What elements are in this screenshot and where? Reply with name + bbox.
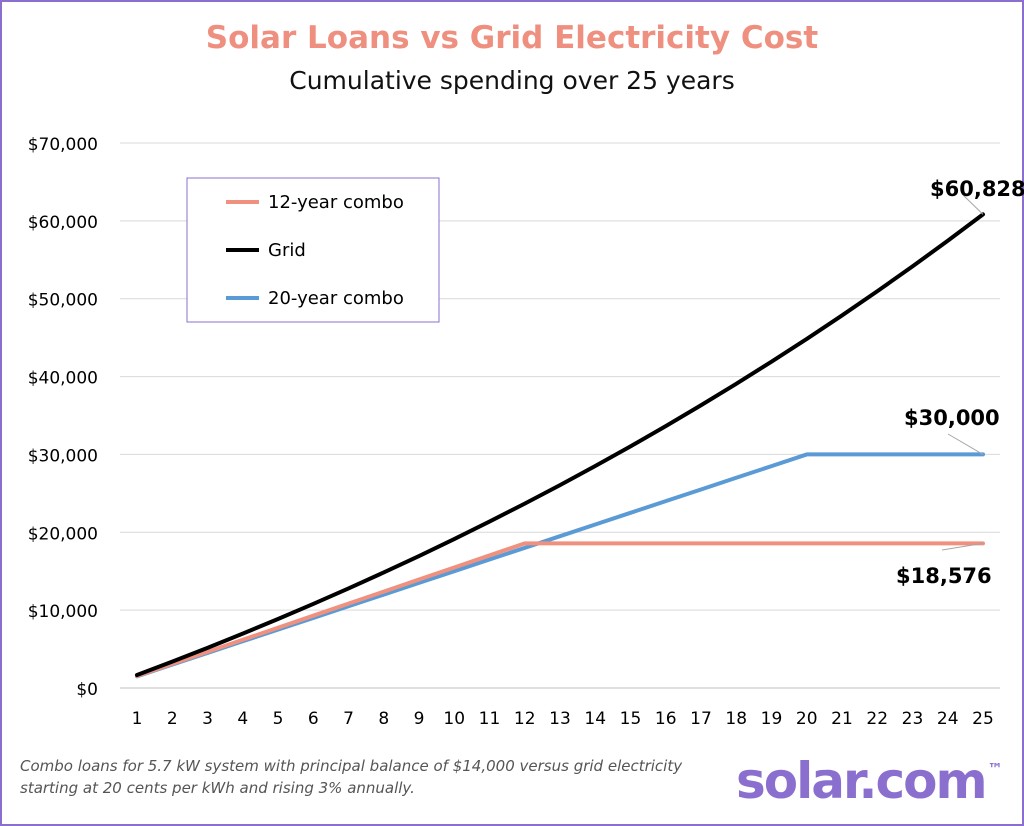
x-tick-label: 7 (343, 709, 354, 729)
annotation-leader (961, 193, 984, 215)
x-tick-label: 10 (443, 709, 465, 729)
annotation-label: $30,000 (904, 406, 1000, 430)
annotation-label: $60,828 (930, 177, 1024, 201)
y-tick-label: $70,000 (28, 135, 98, 155)
x-tick-label: 5 (273, 709, 284, 729)
x-tick-label: 2 (167, 709, 178, 729)
annotation-leader (947, 433, 984, 455)
footnote-line-2: starting at 20 cents per kWh and rising … (20, 779, 415, 797)
logo-text: solar.com (736, 752, 988, 810)
legend-label: 20-year combo (268, 288, 404, 309)
x-tick-label: 11 (479, 709, 501, 729)
series-line-20-year-combo (135, 452, 985, 679)
legend: 12-year combo Grid 20-year combo (186, 177, 440, 323)
chart-title: Solar Loans vs Grid Electricity Cost (205, 20, 819, 56)
footnote: Combo loans for 5.7 kW system with princ… (20, 755, 740, 799)
y-tick-label: $50,000 (28, 291, 98, 311)
x-tick-label: 16 (655, 709, 677, 729)
chart-subtitle: Cumulative spending over 25 years (289, 66, 735, 95)
y-tick-label: $60,000 (28, 213, 98, 233)
legend-label: 12-year combo (268, 192, 404, 213)
annotations: $60,828 $30,000 $18,576 (896, 177, 1024, 588)
x-tick-label: 19 (761, 709, 783, 729)
y-axis-ticks: $0 $10,000 $20,000 $30,000 $40,000 $50,000 $60… (28, 135, 98, 700)
x-tick-label: 20 (796, 709, 818, 729)
x-tick-label: 8 (378, 709, 389, 729)
x-tick-label: 14 (584, 709, 606, 729)
x-tick-label: 23 (902, 709, 924, 729)
series-line-grid (135, 212, 985, 678)
footnote-line-1: Combo loans for 5.7 kW system with princ… (20, 757, 683, 775)
logo-trademark: ™ (987, 760, 1003, 778)
x-tick-label: 13 (549, 709, 571, 729)
y-tick-label: $20,000 (28, 524, 98, 544)
x-tick-label: 1 (132, 709, 143, 729)
x-tick-label: 4 (237, 709, 248, 729)
x-tick-label: 17 (690, 709, 712, 729)
y-tick-label: $0 (76, 680, 98, 700)
series-line-12-year-combo (135, 541, 985, 678)
x-tick-label: 18 (725, 709, 747, 729)
x-axis-ticks: 1 2 3 4 5 6 7 8 9 10 11 12 13 14 15 16 17 18 19 20 21 22 23 24 2… (132, 709, 994, 729)
annotation-label: $18,576 (896, 564, 992, 588)
x-tick-label: 24 (937, 709, 959, 729)
x-tick-label: 25 (972, 709, 994, 729)
solar-com-logo: solar.com ™ (736, 752, 1003, 810)
annotation-leader (941, 542, 984, 551)
x-tick-label: 15 (620, 709, 642, 729)
series-lines (135, 212, 985, 679)
x-tick-label: 12 (514, 709, 536, 729)
x-tick-label: 9 (414, 709, 425, 729)
y-tick-label: $40,000 (28, 369, 98, 389)
x-tick-label: 21 (831, 709, 853, 729)
x-tick-label: 22 (866, 709, 888, 729)
x-tick-label: 3 (202, 709, 213, 729)
x-tick-label: 6 (308, 709, 319, 729)
legend-label: Grid (268, 240, 306, 261)
y-tick-label: $30,000 (28, 446, 98, 466)
y-tick-label: $10,000 (28, 602, 98, 622)
